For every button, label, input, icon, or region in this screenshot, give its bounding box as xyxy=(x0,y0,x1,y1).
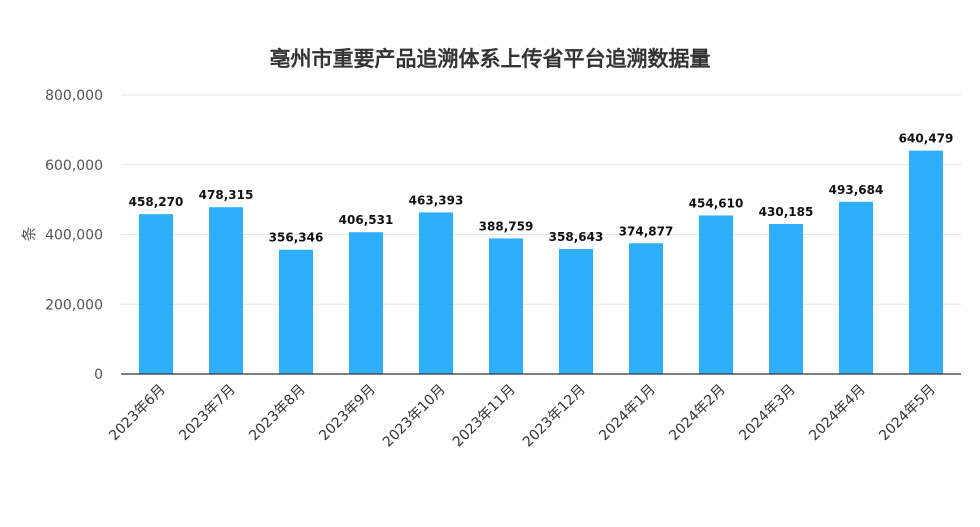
bar xyxy=(629,243,663,374)
bar xyxy=(769,223,803,374)
bar xyxy=(489,238,523,374)
y-tick-label: 200,000 xyxy=(45,297,103,313)
data-label: 388,759 xyxy=(479,219,534,233)
data-label: 454,610 xyxy=(689,196,744,210)
x-tick-label: 2024年4月 xyxy=(806,382,869,445)
y-tick-label: 600,000 xyxy=(45,158,103,174)
x-tick-label: 2023年11月 xyxy=(450,382,519,451)
y-axis-ticks: 0 200,000 400,000 600,000 800,000 xyxy=(45,88,103,383)
y-axis-label: 条 xyxy=(20,226,38,241)
y-tick-label: 0 xyxy=(94,367,103,383)
x-axis-ticks: 2023年6月 2023年7月 2023年8月 2023年9月 2023年10月 2023… xyxy=(106,382,939,451)
x-tick-label: 2023年9月 xyxy=(316,382,379,445)
data-labels: 458,270 478,315 356,346 406,531 463,393 388,7… xyxy=(129,132,954,245)
x-tick-label: 2023年6月 xyxy=(106,382,169,445)
bar xyxy=(699,215,733,374)
bar xyxy=(559,248,593,374)
y-tick-label: 800,000 xyxy=(45,88,103,104)
data-label: 430,185 xyxy=(759,205,814,219)
y-tick-label: 400,000 xyxy=(45,228,103,244)
bar xyxy=(139,214,173,374)
data-label: 458,270 xyxy=(129,195,184,209)
data-label: 406,531 xyxy=(339,213,394,227)
x-tick-label: 2024年5月 xyxy=(876,382,939,445)
bar xyxy=(209,207,243,374)
x-tick-label: 2023年7月 xyxy=(176,382,239,445)
x-tick-label: 2024年1月 xyxy=(596,382,659,445)
bar xyxy=(839,201,873,374)
x-tick-label: 2023年10月 xyxy=(380,382,449,451)
data-label: 358,643 xyxy=(549,230,604,244)
data-label: 356,346 xyxy=(269,231,324,245)
chart-title: 亳州市重要产品追溯体系上传省平台追溯数据量 xyxy=(270,47,711,71)
bars xyxy=(139,150,943,374)
x-tick-label: 2023年8月 xyxy=(246,382,309,445)
data-label: 478,315 xyxy=(199,188,254,202)
gridlines xyxy=(121,94,961,305)
bar xyxy=(279,249,313,374)
bar xyxy=(909,150,943,374)
x-tick-label: 2024年2月 xyxy=(666,382,729,445)
data-label: 463,393 xyxy=(409,193,464,207)
data-label: 374,877 xyxy=(619,224,674,238)
x-tick-label: 2024年3月 xyxy=(736,382,799,445)
bar xyxy=(419,212,453,374)
x-tick-label: 2023年12月 xyxy=(520,382,589,451)
data-label: 493,684 xyxy=(829,183,884,197)
bar xyxy=(349,232,383,374)
data-label: 640,479 xyxy=(899,132,954,146)
